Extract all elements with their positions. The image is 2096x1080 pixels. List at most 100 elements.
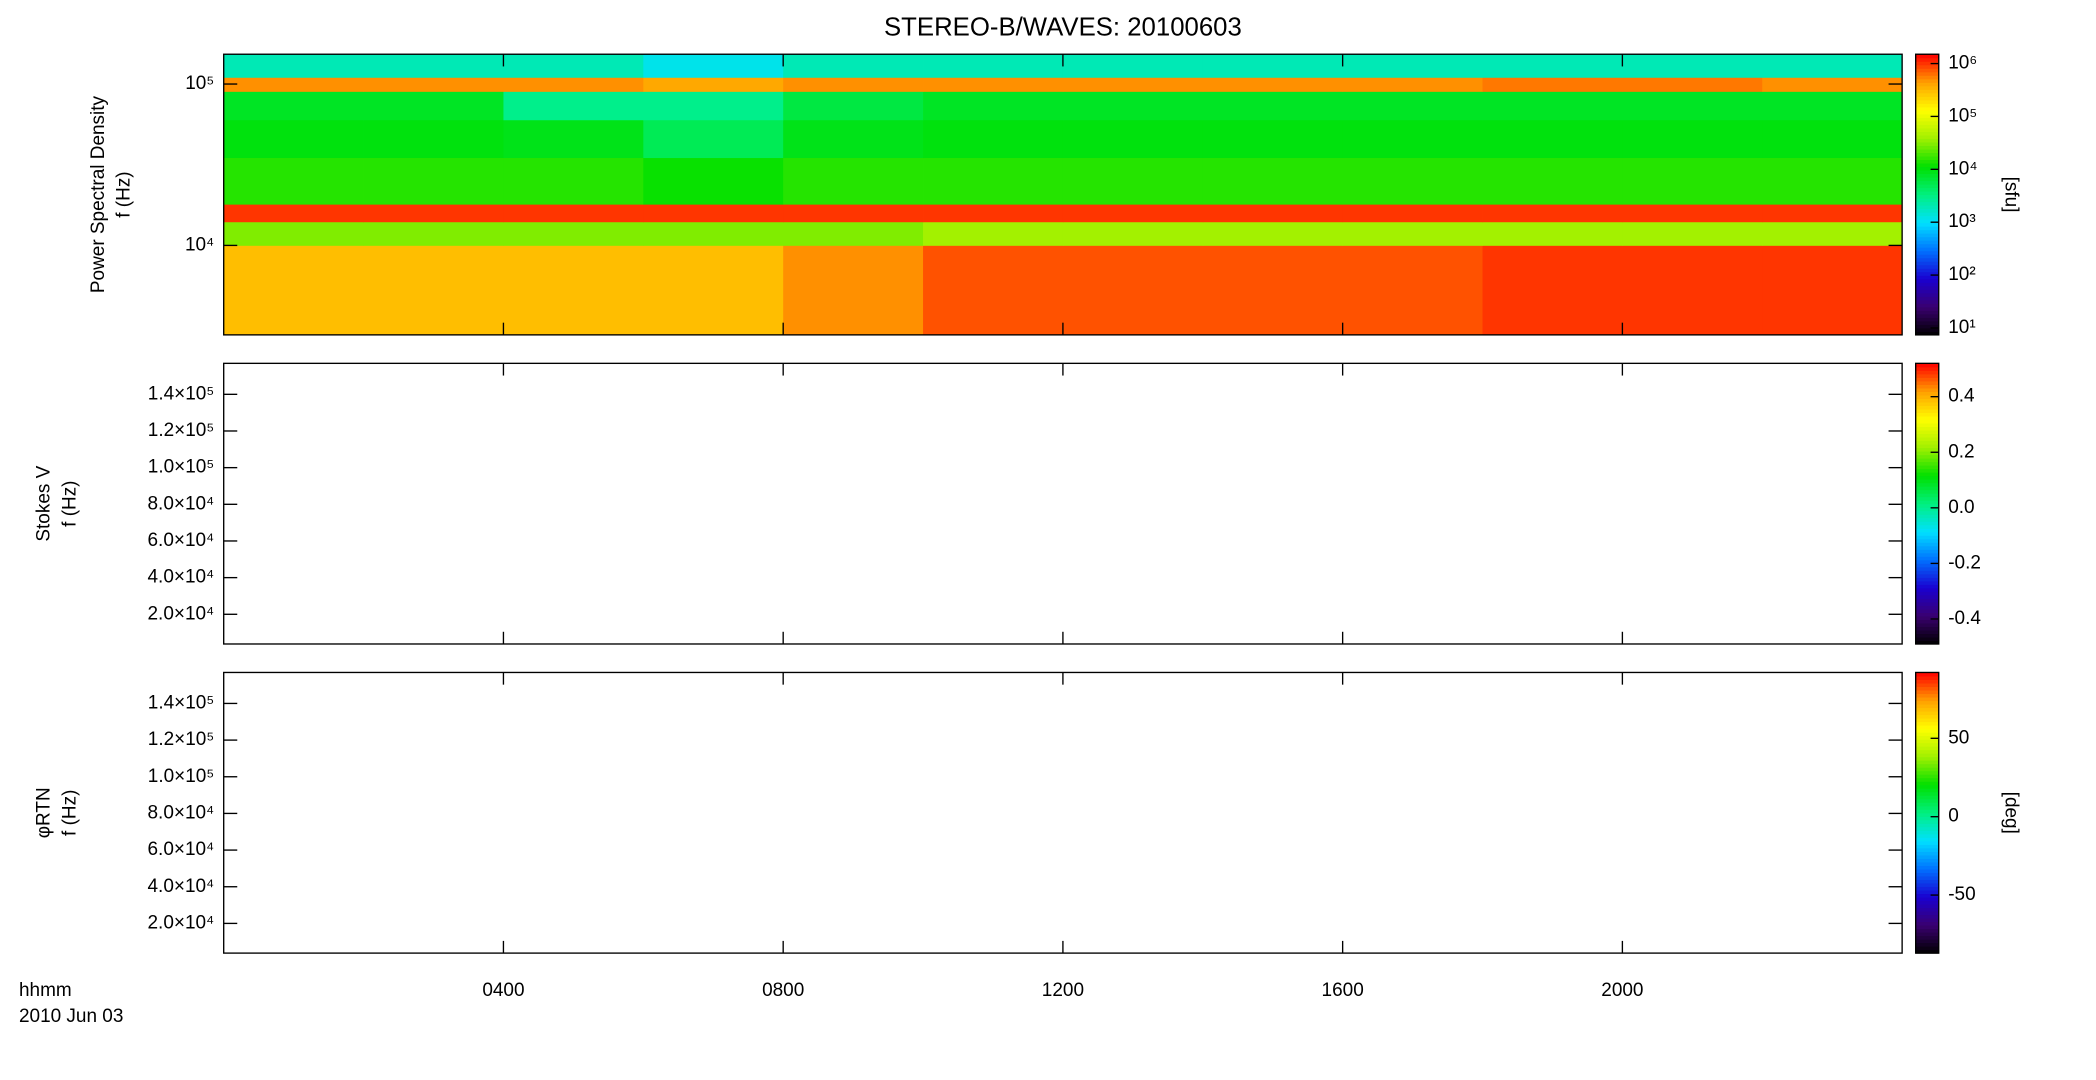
colorbar-swatch [1915, 700, 1939, 705]
colorbar-swatch [1915, 496, 1939, 501]
colorbar-swatch [1915, 327, 1939, 332]
colorbar-swatch [1915, 219, 1939, 224]
heatmap-cell [923, 245, 1064, 336]
heatmap-cell [223, 91, 364, 121]
colorbar-swatch [1915, 120, 1939, 125]
heatmap-cell [1062, 54, 1204, 78]
heatmap-cell [503, 119, 644, 159]
colorbar-swatch [1915, 760, 1939, 765]
heatmap-cell [1342, 221, 1483, 246]
heatmap-cell [1342, 77, 1483, 92]
colorbar-swatch [1915, 254, 1939, 259]
colorbar-swatch [1915, 711, 1939, 716]
colorbar-swatch [1915, 900, 1939, 905]
colorbar-swatch [1915, 605, 1939, 610]
colorbar-swatch [1915, 82, 1939, 87]
y-axis-label: φRTN [34, 787, 55, 838]
colorbar-swatch [1915, 682, 1939, 688]
colorbar-swatch [1915, 475, 1939, 480]
y-axis-label: Stokes V [34, 465, 55, 541]
x-tick-label: 0800 [762, 980, 804, 1001]
colorbar-swatch [1915, 377, 1939, 382]
heatmap-cell [1342, 91, 1483, 121]
colorbar-swatch [1915, 732, 1939, 737]
colorbar-swatch [1915, 303, 1939, 308]
colorbar-swatch [1915, 946, 1939, 951]
colorbar-swatch [1915, 187, 1939, 192]
colorbar-swatch [1915, 626, 1939, 631]
y-axis-label: f (Hz) [114, 171, 135, 217]
colorbar-tick-label: 0.2 [1948, 441, 1974, 462]
colorbar-swatch [1915, 366, 1939, 371]
colorbar-swatch [1915, 412, 1939, 417]
colorbar-swatch [1915, 461, 1939, 466]
colorbar-swatch [1915, 882, 1939, 887]
colorbar-swatch [1915, 844, 1939, 849]
colorbar-swatch [1915, 608, 1939, 613]
colorbar-swatch [1915, 433, 1939, 438]
heatmap-cell [503, 204, 644, 223]
heatmap-cell [223, 54, 364, 78]
colorbar-swatch [1915, 173, 1939, 178]
colorbar-swatch [1915, 774, 1939, 779]
colorbar-swatch [1915, 517, 1939, 522]
heatmap-cell [503, 91, 644, 121]
colorbar-swatch [1915, 739, 1939, 744]
colorbar-swatch [1915, 278, 1939, 283]
colorbar-swatch [1915, 791, 1939, 796]
colorbar-swatch [1915, 444, 1939, 449]
colorbar-swatch [1915, 212, 1939, 217]
heatmap-cell [1622, 204, 1763, 223]
heatmap-cell [783, 54, 924, 78]
colorbar-swatch [1915, 437, 1939, 442]
heatmap-cell [1762, 204, 1903, 223]
x-tick-label: 0400 [482, 980, 524, 1001]
colorbar-swatch [1915, 728, 1939, 733]
colorbar-swatch [1915, 826, 1939, 831]
heatmap-cell [363, 91, 504, 121]
colorbar-swatch [1915, 275, 1939, 280]
colorbar-swatch [1915, 363, 1939, 368]
heatmap-cell [1202, 77, 1344, 92]
heatmap-cell [643, 204, 784, 223]
colorbar-swatch [1915, 222, 1939, 227]
time-label: hhmm [19, 980, 72, 1001]
colorbar-swatch [1915, 612, 1939, 617]
heatmap-cell [1482, 221, 1623, 246]
colorbar-swatch [1915, 697, 1939, 702]
heatmap-cell [1342, 119, 1483, 159]
colorbar-swatch [1915, 313, 1939, 318]
heatmap-cell [223, 221, 364, 246]
colorbar-swatch [1915, 622, 1939, 627]
heatmap-cell [223, 77, 364, 92]
colorbar-swatch [1915, 942, 1939, 947]
colorbar-swatch [1915, 932, 1939, 937]
heatmap-cell [1622, 91, 1763, 121]
colorbar-swatch [1915, 686, 1939, 691]
colorbar-swatch [1915, 707, 1939, 712]
heatmap-cell [503, 157, 644, 205]
heatmap-cell [1062, 157, 1204, 205]
colorbar-swatch [1915, 573, 1939, 578]
colorbar-swatch [1915, 54, 1939, 59]
y-tick-label: 6.0×10⁴ [148, 839, 215, 860]
colorbar-swatch [1915, 169, 1939, 175]
heatmap-cell [643, 54, 784, 78]
colorbar-swatch [1915, 479, 1939, 484]
colorbar-swatch [1915, 735, 1939, 740]
colorbar-swatch [1915, 510, 1939, 515]
heatmap-cell [503, 77, 644, 92]
colorbar-swatch [1915, 879, 1939, 884]
colorbar-tick-label: 10⁴ [1948, 158, 1977, 179]
colorbar-swatch [1915, 415, 1939, 421]
colorbar-swatch [1915, 689, 1939, 695]
heatmap-cell [503, 221, 644, 246]
colorbar-swatch [1915, 749, 1939, 754]
colorbar-swatch [1915, 285, 1939, 290]
colorbar-swatch [1915, 795, 1939, 800]
heatmap-cell [1062, 221, 1204, 246]
colorbar-swatch [1915, 566, 1939, 571]
colorbar-tick-label: 10² [1948, 264, 1975, 285]
colorbar-swatch [1915, 493, 1939, 498]
colorbar-swatch [1915, 96, 1939, 101]
